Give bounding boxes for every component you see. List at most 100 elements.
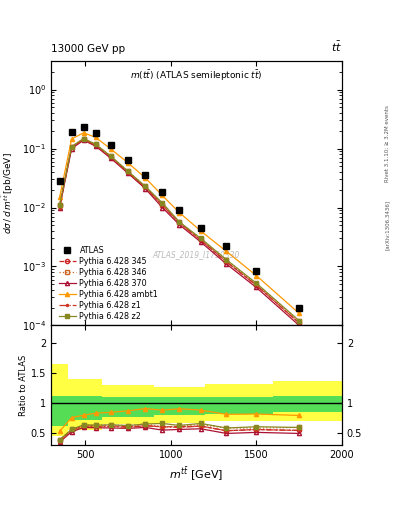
ATLAS xyxy=(254,268,259,274)
Pythia 6.428 345 xyxy=(126,169,130,175)
ATLAS xyxy=(224,243,229,249)
Pythia 6.428 ambt1 xyxy=(177,209,182,216)
Line: Pythia 6.428 z1: Pythia 6.428 z1 xyxy=(57,137,301,325)
Pythia 6.428 z1 xyxy=(126,169,130,176)
Pythia 6.428 z2 xyxy=(143,183,147,189)
Pythia 6.428 370 xyxy=(224,261,229,267)
Pythia 6.428 346 xyxy=(177,219,182,225)
Pythia 6.428 z2 xyxy=(93,141,98,147)
Pythia 6.428 346 xyxy=(297,318,301,324)
Pythia 6.428 ambt1 xyxy=(57,194,62,200)
Pythia 6.428 ambt1 xyxy=(143,175,147,181)
Pythia 6.428 z1 xyxy=(108,154,113,160)
Pythia 6.428 346 xyxy=(254,281,259,287)
Pythia 6.428 ambt1 xyxy=(297,310,301,316)
Pythia 6.428 370 xyxy=(126,170,130,177)
Pythia 6.428 370 xyxy=(177,222,182,228)
Pythia 6.428 z1 xyxy=(297,320,301,326)
Y-axis label: Ratio to ATLAS: Ratio to ATLAS xyxy=(19,355,28,416)
Pythia 6.428 345 xyxy=(198,237,203,243)
Pythia 6.428 346 xyxy=(126,168,130,175)
Pythia 6.428 z2 xyxy=(57,202,62,208)
Pythia 6.428 370 xyxy=(143,185,147,191)
Pythia 6.428 370 xyxy=(108,155,113,161)
Pythia 6.428 345 xyxy=(254,282,259,288)
Legend: ATLAS, Pythia 6.428 345, Pythia 6.428 346, Pythia 6.428 370, Pythia 6.428 ambt1,: ATLAS, Pythia 6.428 345, Pythia 6.428 34… xyxy=(57,245,160,323)
Pythia 6.428 345 xyxy=(93,142,98,148)
Pythia 6.428 ambt1 xyxy=(198,228,203,234)
Line: Pythia 6.428 345: Pythia 6.428 345 xyxy=(57,137,301,325)
Pythia 6.428 370 xyxy=(93,143,98,149)
ATLAS xyxy=(57,178,62,184)
Pythia 6.428 z2 xyxy=(254,280,259,286)
Pythia 6.428 z2 xyxy=(108,153,113,159)
Pythia 6.428 346 xyxy=(108,153,113,159)
Pythia 6.428 345 xyxy=(143,184,147,190)
Pythia 6.428 z2 xyxy=(297,318,301,324)
Pythia 6.428 z1 xyxy=(177,220,182,226)
Pythia 6.428 346 xyxy=(81,136,86,142)
ATLAS xyxy=(93,130,98,136)
Pythia 6.428 370 xyxy=(297,323,301,329)
ATLAS xyxy=(108,142,113,148)
Line: Pythia 6.428 z2: Pythia 6.428 z2 xyxy=(57,136,301,323)
Pythia 6.428 345 xyxy=(57,202,62,208)
Pythia 6.428 370 xyxy=(57,204,62,210)
Pythia 6.428 z1 xyxy=(198,237,203,243)
Pythia 6.428 345 xyxy=(160,202,165,208)
ATLAS xyxy=(297,305,301,311)
Line: Pythia 6.428 346: Pythia 6.428 346 xyxy=(57,136,301,323)
Pythia 6.428 346 xyxy=(143,183,147,189)
Pythia 6.428 345 xyxy=(224,259,229,265)
Pythia 6.428 z1 xyxy=(254,282,259,288)
Pythia 6.428 ambt1 xyxy=(160,193,165,199)
Pythia 6.428 345 xyxy=(69,144,74,151)
ATLAS xyxy=(81,124,86,130)
Text: Rivet 3.1.10; ≥ 3.2M events: Rivet 3.1.10; ≥ 3.2M events xyxy=(385,105,390,182)
Line: Pythia 6.428 370: Pythia 6.428 370 xyxy=(57,138,301,328)
Pythia 6.428 346 xyxy=(224,257,229,263)
Pythia 6.428 z2 xyxy=(177,219,182,225)
Pythia 6.428 z2 xyxy=(69,143,74,150)
Pythia 6.428 345 xyxy=(81,136,86,142)
Text: ATLAS_2019_I1750330: ATLAS_2019_I1750330 xyxy=(153,250,240,259)
Pythia 6.428 ambt1 xyxy=(81,130,86,136)
Pythia 6.428 z1 xyxy=(143,184,147,190)
Text: [arXiv:1306.3436]: [arXiv:1306.3436] xyxy=(385,200,390,250)
Pythia 6.428 ambt1 xyxy=(69,136,74,142)
Pythia 6.428 z2 xyxy=(224,257,229,263)
Pythia 6.428 346 xyxy=(69,143,74,150)
Line: ATLAS: ATLAS xyxy=(57,124,302,311)
ATLAS xyxy=(198,225,203,231)
X-axis label: $m^{t\bar{t}}$ [GeV]: $m^{t\bar{t}}$ [GeV] xyxy=(169,466,224,483)
Pythia 6.428 ambt1 xyxy=(93,134,98,140)
Pythia 6.428 z1 xyxy=(160,202,165,208)
Pythia 6.428 346 xyxy=(57,202,62,208)
Y-axis label: $d\sigma\,/\,d\,m^{t\bar{t}}\,[\mathrm{pb/GeV}]$: $d\sigma\,/\,d\,m^{t\bar{t}}\,[\mathrm{p… xyxy=(1,153,17,234)
Pythia 6.428 z1 xyxy=(93,142,98,148)
ATLAS xyxy=(143,173,147,179)
Pythia 6.428 z1 xyxy=(69,144,74,151)
Pythia 6.428 370 xyxy=(81,137,86,143)
Pythia 6.428 370 xyxy=(254,285,259,291)
Pythia 6.428 370 xyxy=(160,204,165,210)
Pythia 6.428 ambt1 xyxy=(224,248,229,254)
Pythia 6.428 z2 xyxy=(81,136,86,142)
Text: $t\bar{t}$: $t\bar{t}$ xyxy=(331,39,342,54)
Pythia 6.428 z2 xyxy=(126,168,130,175)
Text: 13000 GeV pp: 13000 GeV pp xyxy=(51,44,125,54)
ATLAS xyxy=(177,207,182,214)
Pythia 6.428 z2 xyxy=(160,200,165,206)
Pythia 6.428 ambt1 xyxy=(254,272,259,279)
ATLAS xyxy=(126,157,130,163)
Line: Pythia 6.428 ambt1: Pythia 6.428 ambt1 xyxy=(57,131,301,315)
Pythia 6.428 z2 xyxy=(198,236,203,242)
Pythia 6.428 ambt1 xyxy=(126,160,130,166)
Pythia 6.428 z1 xyxy=(57,204,62,210)
Pythia 6.428 370 xyxy=(198,239,203,245)
Text: $m(t\bar{t})$ (ATLAS semileptonic $t\bar{t}$): $m(t\bar{t})$ (ATLAS semileptonic $t\bar… xyxy=(130,68,263,83)
ATLAS xyxy=(160,189,165,196)
Pythia 6.428 345 xyxy=(177,220,182,226)
Pythia 6.428 z1 xyxy=(224,259,229,265)
ATLAS xyxy=(69,129,74,135)
